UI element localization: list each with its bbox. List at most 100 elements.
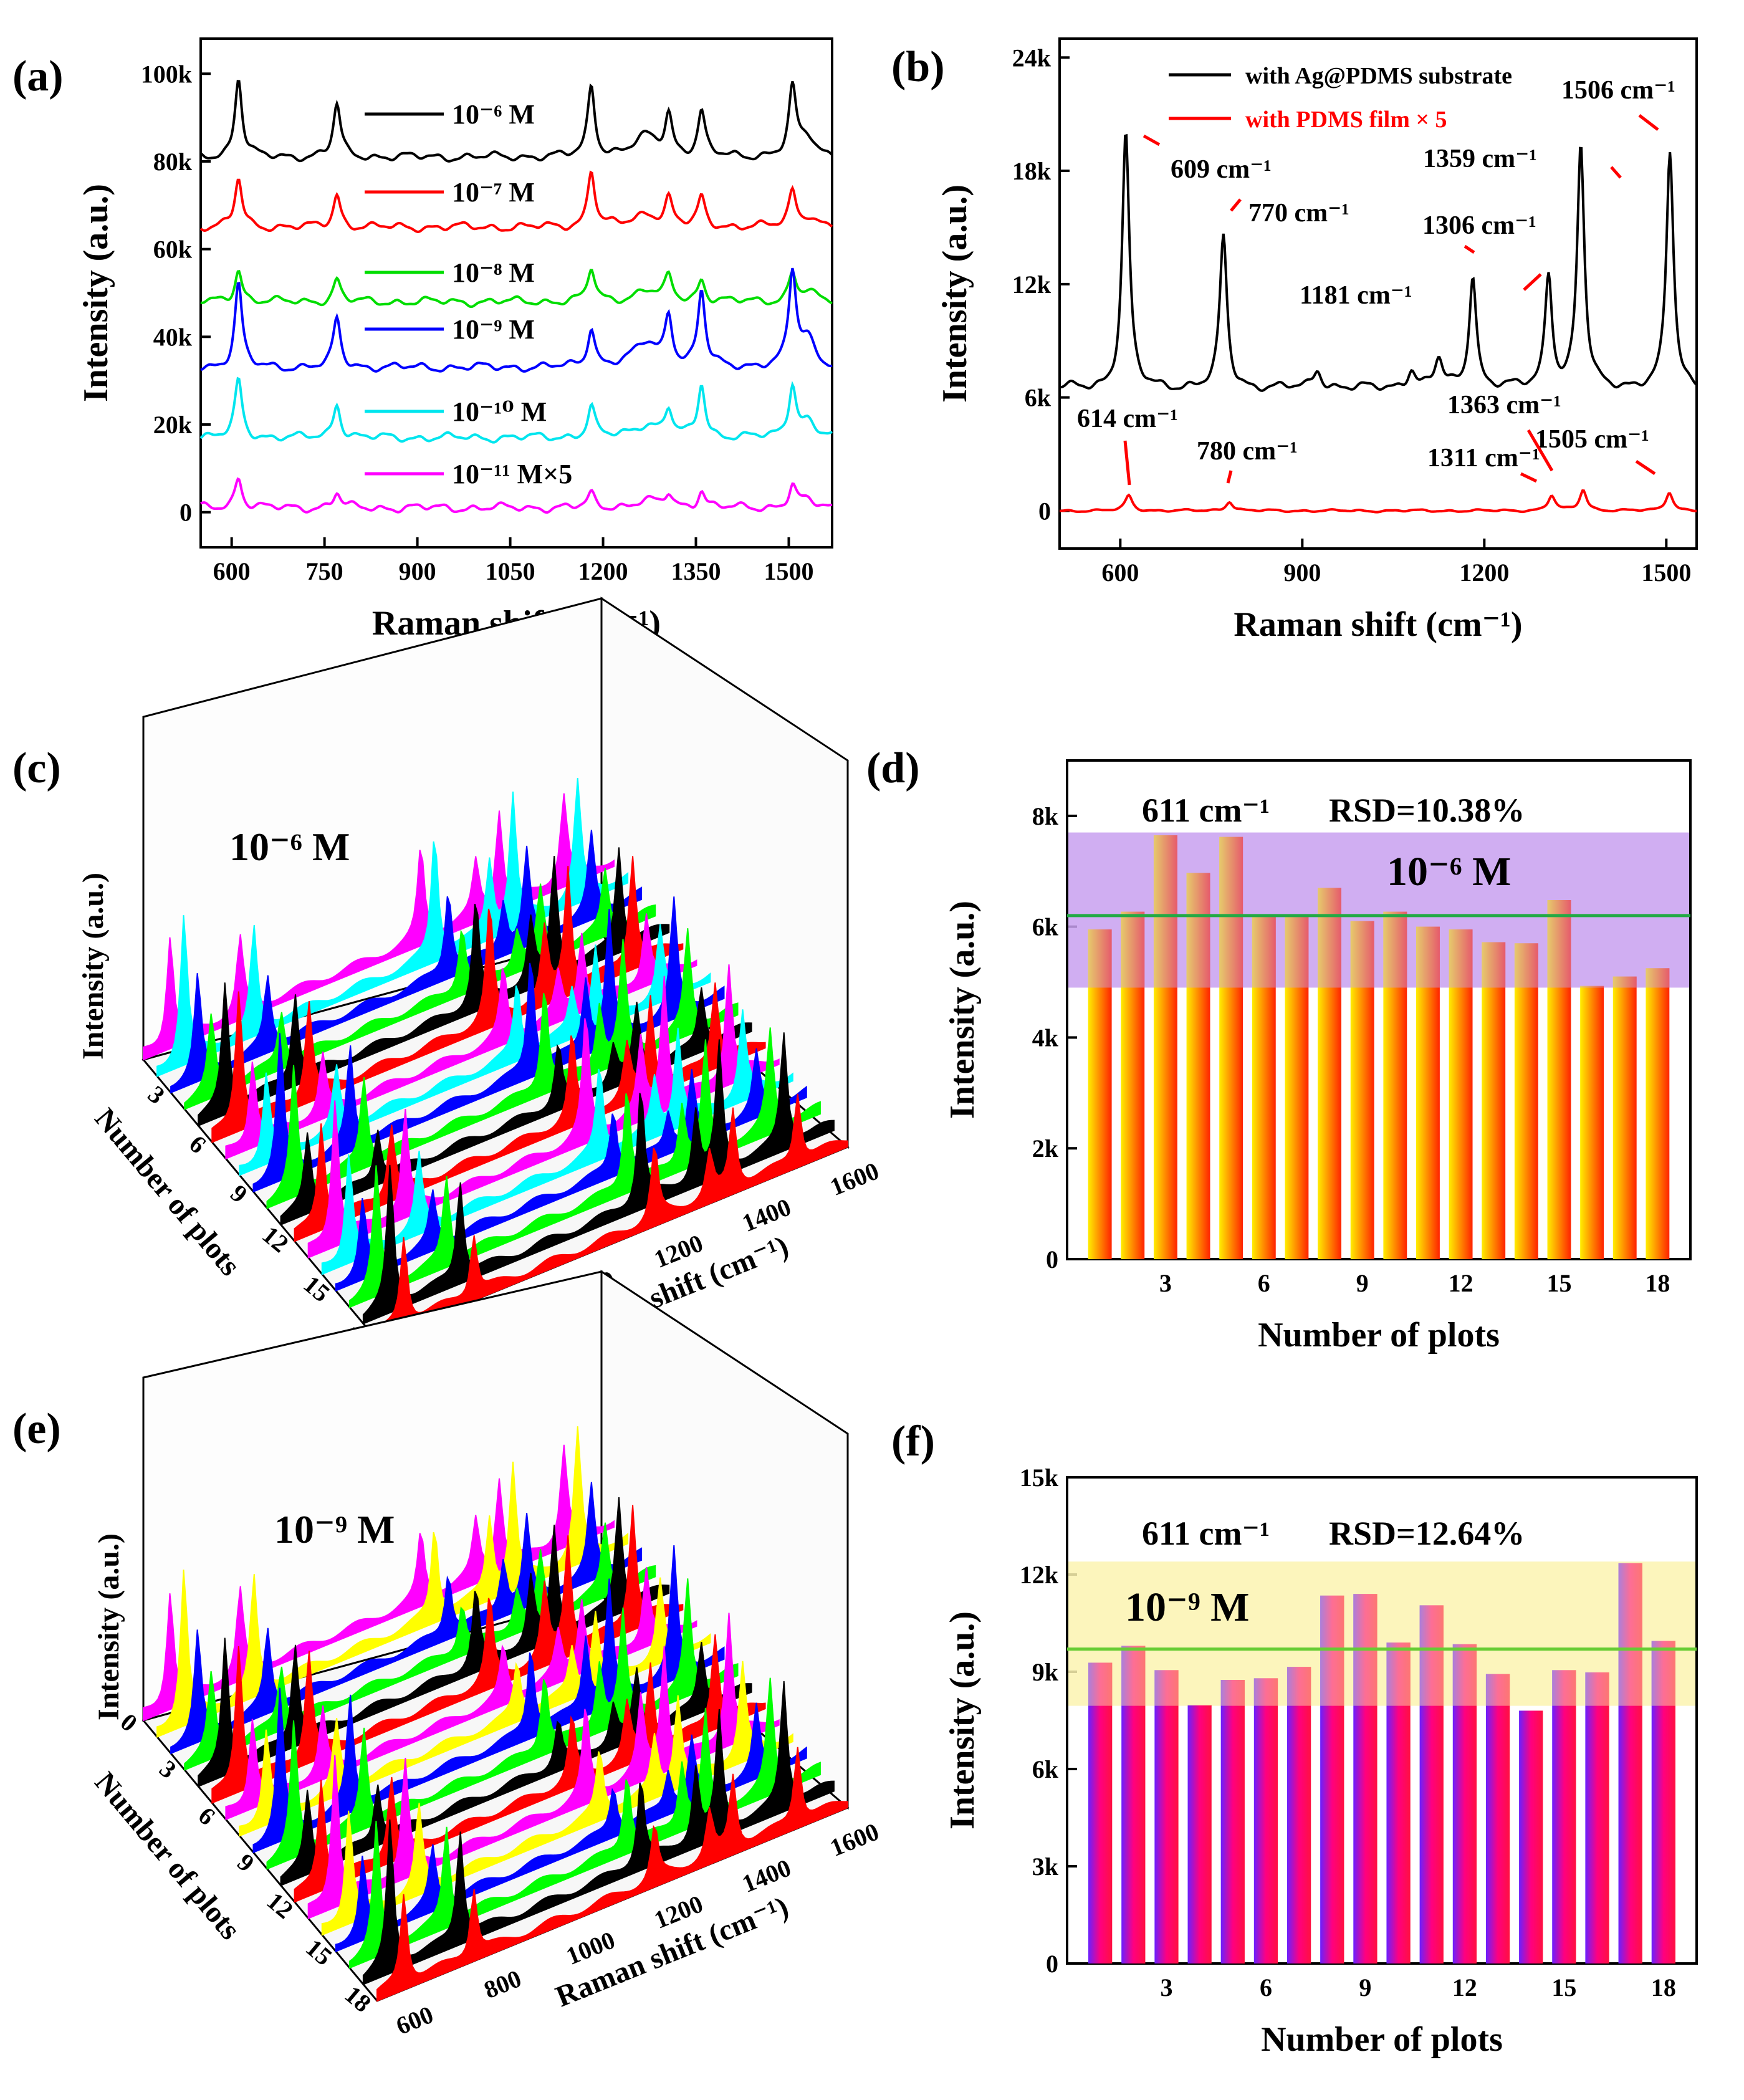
c-ztick-label: 9 [225,1179,252,1208]
f-xlabel: Number of plots [1261,2020,1503,2059]
a-legend-label: 10⁻⁹ M [452,314,535,345]
f-title: 611 cm⁻¹ [1142,1515,1270,1552]
panel-label-f: (f) [891,1417,935,1465]
a-xtick-label: 1050 [486,557,535,585]
b-ytick-label: 18k [1012,157,1052,185]
d-ytick-label: 0 [1046,1245,1058,1273]
f-bar [1552,1670,1576,1963]
b-annotation-arrow [1230,198,1242,212]
f-bar [1419,1605,1444,1963]
e-xtick-label: 800 [480,1964,525,2004]
b-xtick-label: 900 [1283,559,1321,587]
panel-label-b: (b) [891,43,945,91]
e-xtick-label: 600 [392,2000,437,2040]
a-xtick-label: 1200 [578,557,628,585]
b-annotation-arrow [1226,470,1233,484]
b-xtick-label: 1500 [1641,559,1691,587]
d-bar-band-overlay [1383,911,1407,988]
d-bar [1612,976,1637,1259]
d-axes-frame [1066,759,1692,1260]
d-bar [1580,985,1604,1259]
d-xtick-label: 3 [1159,1269,1172,1297]
e-spectrum-row [239,1577,711,1837]
f-bar-band-overlay [1452,1644,1477,1706]
c-spectrum-row [239,924,711,1176]
d-bar [1383,911,1407,1259]
f-ylabel: Intensity (a.u.) [943,1611,982,1829]
f-bar-band-overlay [1121,1646,1146,1706]
b-peak-annotation: 1505 cm⁻¹ [1535,425,1649,454]
f-bar-band-overlay [1154,1670,1179,1706]
d-xtick-label: 18 [1645,1269,1670,1297]
a-axes-frame [199,37,833,549]
d-bar-band-overlay [1646,968,1670,988]
f-bar [1088,1662,1113,1963]
f-bar-band-overlay [1286,1667,1311,1706]
d-bar [1285,915,1309,1259]
d-ytick-label: 6k [1032,913,1059,941]
d-xtick-label: 6 [1258,1269,1270,1297]
f-rsd: RSD=12.64% [1329,1515,1525,1552]
c-spectrum-row [335,1048,807,1292]
a-xtick-label: 750 [306,557,343,585]
d-xtick-label: 12 [1449,1269,1473,1297]
f-axes-frame [1066,1476,1698,1965]
f-bar-band-overlay [1187,1705,1212,1706]
d-bar-band-overlay [1285,915,1309,988]
f-bar [1154,1670,1179,1963]
a-series-line [200,269,833,309]
b-ytick-label: 12k [1012,271,1052,299]
b-ytick-label: 6k [1025,384,1052,412]
f-xtick-label: 18 [1651,1973,1676,2002]
f-ytick-label: 6k [1032,1755,1059,1783]
b-annotation-arrow [1464,244,1475,254]
b-legend-label: with PDMS film × 5 [1245,107,1447,133]
f-bar [1585,1672,1609,1963]
c-ztick-label: 6 [184,1129,211,1159]
b-peak-annotation: 770 cm⁻¹ [1248,199,1349,228]
c-spectrum-row [362,1032,835,1325]
d-bar [1514,943,1538,1259]
e-ztick-label: 3 [154,1755,181,1784]
f-bar [1651,1641,1675,1963]
d-xtick-label: 15 [1546,1269,1571,1297]
d-bar-band-overlay [1547,900,1571,988]
f-bar-band-overlay [1220,1680,1245,1706]
a-legend-label: 10⁻⁶ M [452,99,535,130]
e-spectrum-row [280,1641,752,1887]
e-spectra [143,1426,848,2002]
b-peak-annotation: 614 cm⁻¹ [1077,405,1178,433]
f-bar [1353,1594,1377,1963]
a-xtick-label: 1350 [671,557,721,585]
a-ytick-label: 80k [153,148,193,176]
c-spectrum-row [348,1027,821,1308]
d-bar [1153,835,1177,1259]
b-annotation-arrow [1638,114,1659,131]
a-ytick-label: 0 [180,499,192,527]
d-ylabel: Intensity (a.u.) [943,901,982,1119]
c-concentration-label: 10⁻⁶ M [229,825,350,869]
c-ztick-label: 3 [143,1080,170,1110]
f-xtick-label: 3 [1160,1973,1172,2002]
f-xtick-label: 9 [1359,1973,1371,2002]
d-bar-band-overlay [1416,926,1440,988]
f-bar-band-overlay [1618,1563,1642,1706]
f-ytick-label: 0 [1046,1950,1058,1978]
f-bar [1286,1667,1311,1963]
e-spectrum-row [184,1522,656,1771]
f-bar-band-overlay [1552,1670,1576,1706]
b-legend-label: with Ag@PDMS substrate [1245,63,1512,89]
f-bar-band-overlay [1320,1595,1344,1706]
f-ytick-label: 3k [1032,1853,1059,1881]
a-series-line [199,170,833,233]
d-bar-band-overlay [1219,837,1243,988]
a-ytick-label: 100k [141,60,193,88]
panel-label-e: (e) [12,1405,61,1453]
panel-label-a: (a) [12,52,64,100]
b-xtick-label: 1200 [1459,559,1509,587]
d-bar [1482,942,1506,1259]
d-bar [1416,926,1440,1259]
chart-f-bar-reproducibility: 3 6 9 12 15 18 0 3k 6k 9k 12k 15k Number of plots Int… [943,1464,1698,2059]
d-bar-band-overlay [1121,911,1145,988]
d-bar-band-overlay [1252,915,1276,988]
